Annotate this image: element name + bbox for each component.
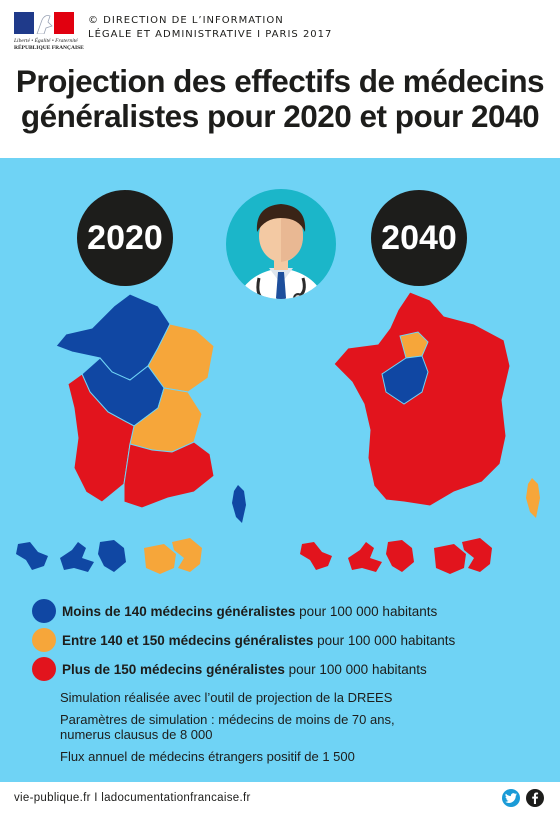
facebook-icon[interactable]	[526, 789, 544, 807]
republic-name: RÉPUBLIQUE FRANÇAISE	[14, 45, 84, 51]
parameters-note-2: numerus clausus de 8 000	[60, 727, 213, 742]
publisher-line-2: LÉGALE ET ADMINISTRATIVE I PARIS 2017	[88, 29, 333, 40]
legend-label-low: Moins de 140 médecins généralistes	[62, 603, 296, 619]
twitter-icon[interactable]	[502, 789, 520, 807]
publisher-credit: © DIRECTION DE L’INFORMATION LÉGALE ET A…	[88, 14, 332, 42]
year-badge-2020: 2020	[77, 190, 173, 286]
footer: vie-publique.fr I ladocumentationfrancai…	[0, 782, 560, 814]
legend-label-high: Plus de 150 médecins généralistes	[62, 661, 285, 677]
legend-item-high: Plus de 150 médecins généralistes pour 1…	[32, 656, 427, 682]
map-france-2040	[334, 291, 511, 507]
footer-links[interactable]: vie-publique.fr I ladocumentationfrancai…	[14, 792, 251, 804]
title-line-1: Projection des effectifs de médecins	[15, 63, 545, 99]
tricolor-flag	[14, 12, 74, 34]
foreign-flux-note: Flux annuel de médecins étrangers positi…	[60, 749, 355, 764]
simulation-note: Simulation réalisée avec l’outil de proj…	[60, 690, 393, 705]
marianne-logo: Liberté • Égalité • Fraternité RÉPUBLIQU…	[14, 12, 84, 52]
legend-suffix-mid: pour 100 000 habitants	[313, 632, 456, 648]
overseas-territories-2020	[16, 538, 202, 574]
title-line-2: généralistes pour 2020 et pour 2040	[20, 98, 540, 134]
header: Liberté • Égalité • Fraternité RÉPUBLIQU…	[0, 0, 560, 158]
infographic-panel: 2020 2040	[0, 158, 560, 782]
legend-suffix-low: pour 100 000 habitants	[295, 603, 438, 619]
corsica-2040	[526, 478, 540, 518]
legend-label-mid: Entre 140 et 150 médecins généralistes	[62, 632, 314, 648]
corsica-2020	[232, 485, 246, 523]
legend-item-mid: Entre 140 et 150 médecins généralistes p…	[32, 627, 455, 653]
doctor-icon	[226, 189, 336, 299]
legend-swatch-orange	[32, 628, 56, 652]
year-badge-2040: 2040	[371, 190, 467, 286]
map-france-2020	[55, 293, 215, 509]
page-title: Projection des effectifs de médecins gén…	[0, 64, 560, 134]
legend-item-low: Moins de 140 médecins généralistes pour …	[32, 598, 437, 624]
publisher-line-1: © DIRECTION DE L’INFORMATION	[88, 15, 284, 26]
legend-swatch-blue	[32, 599, 56, 623]
parameters-note-1: Paramètres de simulation : médecins de m…	[60, 712, 395, 727]
republic-motto: Liberté • Égalité • Fraternité	[14, 38, 78, 44]
legend-swatch-red	[32, 657, 56, 681]
legend-suffix-high: pour 100 000 habitants	[284, 661, 427, 677]
overseas-territories-2040	[300, 538, 492, 574]
